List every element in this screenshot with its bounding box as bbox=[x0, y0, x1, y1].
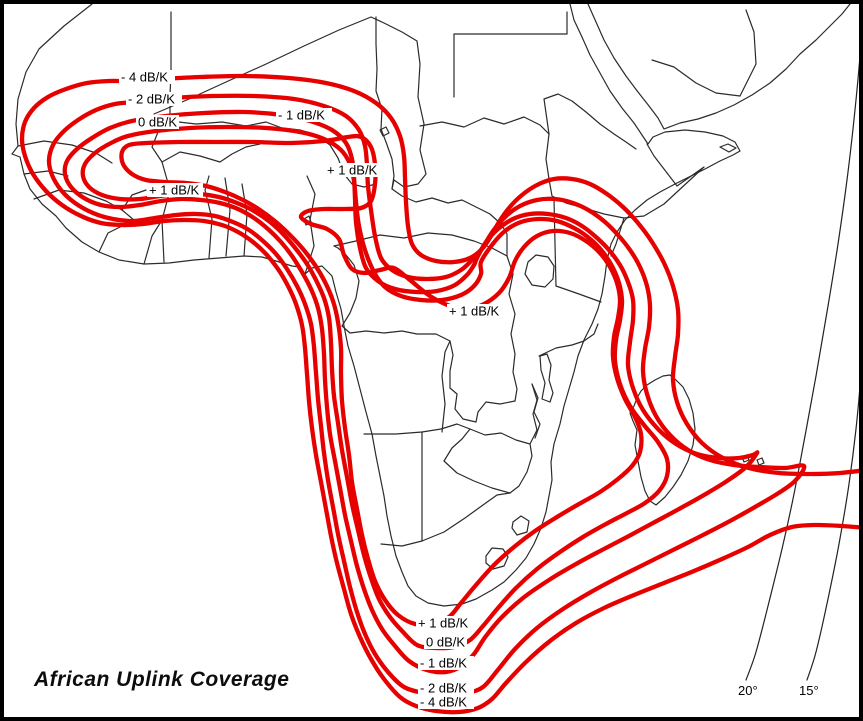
contour-label-bg bbox=[418, 656, 474, 670]
border-line bbox=[539, 353, 554, 403]
border-line bbox=[161, 161, 171, 263]
contour-labels: - 4 dB/K- 2 dB/K0 dB/K - 1 dB/K+ 1 dB/K+ … bbox=[119, 70, 503, 710]
border-line bbox=[204, 175, 213, 259]
contour-label-bg bbox=[126, 92, 182, 106]
border-line bbox=[538, 323, 599, 357]
border-line bbox=[419, 116, 550, 135]
border-line bbox=[587, 4, 851, 130]
border-line bbox=[739, 9, 757, 97]
border-line bbox=[441, 340, 451, 433]
country-borders bbox=[11, 4, 851, 607]
meridian-line bbox=[745, 61, 859, 681]
meridian-line bbox=[806, 391, 859, 681]
border-line bbox=[17, 140, 113, 164]
map-title: African Uplink Coverage bbox=[34, 668, 290, 691]
map-svg: - 4 dB/K- 2 dB/K0 dB/K - 1 dB/K+ 1 dB/K+ … bbox=[11, 4, 859, 715]
contour--4dB/K bbox=[19, 73, 859, 715]
meridian-label: 15° bbox=[799, 683, 819, 698]
border-line bbox=[511, 515, 530, 536]
contour-label: - 2 dB/K bbox=[128, 92, 175, 107]
contour--2dB/K bbox=[46, 93, 807, 698]
contour-label: + 1 dB/K bbox=[449, 304, 500, 319]
border-line bbox=[719, 143, 737, 153]
border-line bbox=[485, 547, 509, 570]
border-line bbox=[161, 143, 261, 163]
border-line bbox=[421, 492, 511, 542]
contour-0dB/K bbox=[80, 124, 671, 651]
border-line bbox=[524, 254, 555, 288]
border-line bbox=[506, 255, 518, 402]
border-line bbox=[153, 64, 265, 115]
border-line bbox=[555, 285, 602, 303]
border-line bbox=[379, 126, 390, 137]
contour-label-bg bbox=[119, 70, 175, 84]
border-line bbox=[553, 198, 557, 287]
border-line bbox=[756, 457, 765, 466]
contour-label-bg bbox=[424, 635, 467, 649]
contour-label: 0 dB/K bbox=[426, 635, 465, 650]
contour-label: + 1 dB/K bbox=[327, 163, 378, 178]
contour-label-bg bbox=[418, 695, 474, 709]
border-line bbox=[651, 59, 741, 97]
border-line bbox=[543, 93, 637, 150]
border-line bbox=[391, 96, 508, 257]
border-line bbox=[380, 540, 423, 547]
border-line bbox=[341, 325, 516, 423]
border-line bbox=[375, 16, 395, 190]
border-line bbox=[545, 133, 705, 219]
border-line bbox=[363, 423, 471, 435]
contour-label-bg bbox=[147, 183, 203, 197]
border-line bbox=[11, 4, 741, 607]
border-line bbox=[443, 428, 511, 494]
contour-label-bg bbox=[325, 163, 381, 177]
contour-label: - 4 dB/K bbox=[420, 695, 467, 710]
border-line bbox=[453, 11, 568, 98]
contour-label: - 1 dB/K bbox=[420, 656, 467, 671]
contour-label: + 1 dB/K bbox=[418, 616, 469, 631]
meridian-lines bbox=[745, 61, 859, 681]
contour-label-bg bbox=[416, 616, 472, 630]
border-line bbox=[529, 383, 538, 445]
meridian-label-bg bbox=[736, 683, 762, 698]
contour-label-bg bbox=[136, 115, 179, 129]
contour-label-bg bbox=[276, 108, 332, 122]
contour-label: - 1 dB/K bbox=[278, 108, 325, 123]
contour-label-bg bbox=[447, 304, 503, 318]
contour-label: - 2 dB/K bbox=[420, 681, 467, 696]
contour-label: 0 dB/K bbox=[138, 115, 177, 130]
contour-label-bg bbox=[418, 681, 474, 695]
border-line bbox=[33, 189, 135, 221]
contour-label: - 4 dB/K bbox=[121, 70, 168, 85]
border-line bbox=[224, 177, 231, 257]
meridian-label: 20° bbox=[738, 683, 758, 698]
meridian-label-bg bbox=[797, 683, 823, 698]
border-line bbox=[263, 16, 421, 98]
border-line bbox=[143, 219, 163, 265]
meridian-labels: 20° 15° bbox=[736, 683, 823, 698]
contour-+1dB/K bbox=[119, 133, 644, 628]
border-line bbox=[531, 383, 541, 439]
border-line bbox=[241, 183, 248, 257]
contour-label: + 1 dB/K bbox=[149, 183, 200, 198]
